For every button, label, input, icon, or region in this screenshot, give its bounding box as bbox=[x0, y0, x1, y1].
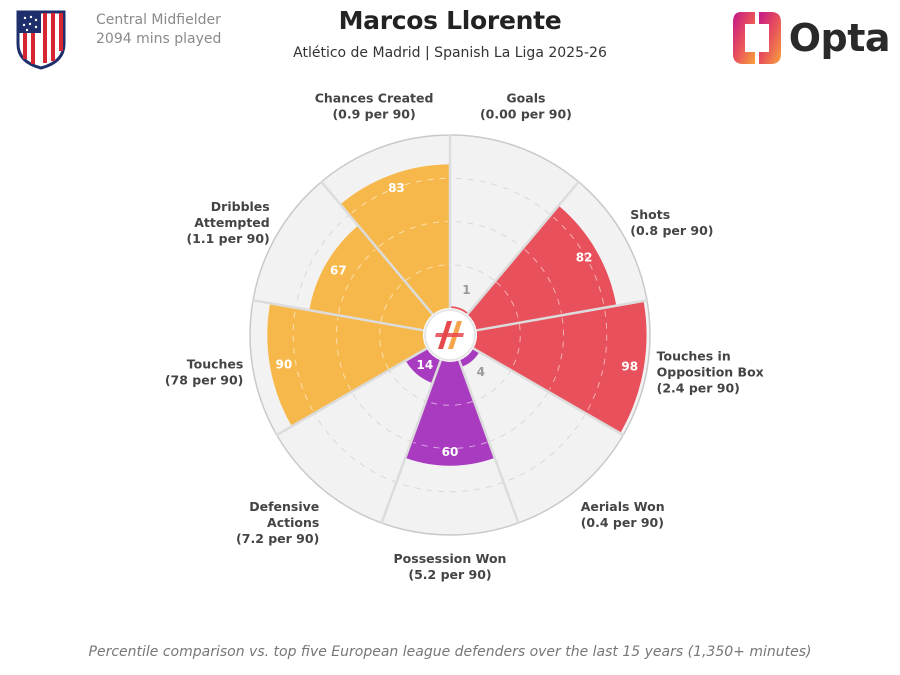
radar-bar-grid bbox=[336, 317, 352, 391]
radar-bar-grid bbox=[511, 324, 521, 370]
radar-bar-dribbles-attempted bbox=[309, 226, 433, 331]
radar-divider bbox=[472, 347, 625, 437]
radar-value-label: 67 bbox=[330, 264, 347, 278]
opta-logo-icon bbox=[732, 12, 781, 64]
radar-bar-goals bbox=[450, 306, 469, 315]
radar-value-label: 60 bbox=[442, 445, 459, 459]
minutes-played: 2094 mins played bbox=[96, 31, 222, 47]
radar-divider bbox=[319, 180, 434, 316]
brand: Opta bbox=[731, 6, 891, 70]
footnote: Percentile comparison vs. top five Europ… bbox=[88, 644, 812, 660]
radar-bar-grid bbox=[405, 264, 449, 281]
radar-value-label: 82 bbox=[576, 251, 593, 265]
radar-bar-possession-won bbox=[406, 360, 494, 466]
radar-bar-grid bbox=[427, 401, 473, 406]
radar-metric-label: Aerials Won (0.4 per 90) bbox=[581, 499, 665, 530]
radar-background-slice bbox=[450, 135, 578, 315]
radar-metric-label: Defensive Actions (7.2 per 90) bbox=[236, 499, 319, 546]
radar-metric-label: Chances Created (0.9 per 90) bbox=[315, 90, 434, 121]
radar-divider bbox=[380, 359, 442, 525]
player-meta: Central Midfielder 2094 mins played bbox=[96, 11, 221, 49]
radar-bar-grid bbox=[378, 221, 448, 248]
radar-bar-grid bbox=[413, 441, 487, 449]
radar-background-slice bbox=[459, 348, 623, 523]
radar-bar-touches-in-opposition-box bbox=[473, 302, 647, 433]
radar-dividers bbox=[251, 134, 649, 525]
subtitle: Atlético de Madrid | Spanish La Liga 202… bbox=[293, 45, 607, 61]
radar-divider bbox=[476, 298, 649, 332]
player-position: Central Midfielder bbox=[96, 12, 221, 28]
radar-bar-grid bbox=[292, 310, 314, 411]
radar-bar-grid bbox=[495, 281, 520, 322]
radar-bar-grid bbox=[338, 249, 376, 314]
radar-metric-label: Dribbles Attempted (1.1 per 90) bbox=[186, 199, 269, 246]
radar-background-slice bbox=[277, 348, 441, 523]
radar-bar-grid bbox=[379, 324, 389, 370]
radar-metric-label: Touches in Opposition Box (2.4 per 90) bbox=[657, 349, 764, 396]
radar-metric-label: Possession Won (5.2 per 90) bbox=[394, 551, 507, 582]
radar-bar-grid bbox=[380, 281, 405, 322]
radar-bar-grid bbox=[552, 216, 605, 305]
radar-center: 14 bbox=[424, 283, 485, 379]
radar-bar-defensive-actions bbox=[405, 348, 441, 384]
title-block: Marcos Llorente Atlético de Madrid | Spa… bbox=[0, 6, 900, 61]
radar-bar-grid bbox=[524, 249, 562, 314]
opta-center-logo-icon bbox=[435, 321, 464, 349]
radar-value-label: 14 bbox=[417, 358, 434, 372]
radar-metric-label: Goals (0.00 per 90) bbox=[480, 90, 572, 121]
radar-bar-chances-created bbox=[341, 164, 450, 315]
radar-bars bbox=[267, 164, 647, 466]
radar-value-label: 98 bbox=[621, 360, 638, 374]
radar-bar-grid bbox=[548, 317, 564, 391]
radar-bar-aerials-won bbox=[459, 348, 480, 367]
radar-divider bbox=[275, 347, 428, 437]
radar-value-label: 90 bbox=[276, 357, 293, 371]
atletico-madrid-crest-icon bbox=[16, 10, 66, 70]
brand-wordmark: Opta bbox=[788, 16, 891, 60]
radar-value-label: 83 bbox=[388, 181, 405, 195]
header-left: Central Midfielder 2094 mins played bbox=[14, 6, 221, 70]
radar-center-value: 1 bbox=[462, 283, 470, 297]
radar-bar-grid bbox=[351, 177, 447, 214]
radar-metric-label: Shots (0.8 per 90) bbox=[630, 207, 713, 238]
radar-center-value: 4 bbox=[477, 365, 485, 379]
radar-bar-grid bbox=[586, 310, 608, 411]
radar-divider bbox=[251, 298, 424, 332]
radar-divider bbox=[458, 359, 520, 525]
radar-bar-touches bbox=[267, 304, 427, 426]
radar-metric-label: Touches (78 per 90) bbox=[165, 357, 244, 388]
player-name: Marcos Llorente bbox=[338, 6, 562, 35]
radar-divider bbox=[466, 180, 581, 316]
radar-metric-labels: Goals (0.00 per 90) Shots (0.8 per 90) Touch… bbox=[165, 90, 764, 582]
